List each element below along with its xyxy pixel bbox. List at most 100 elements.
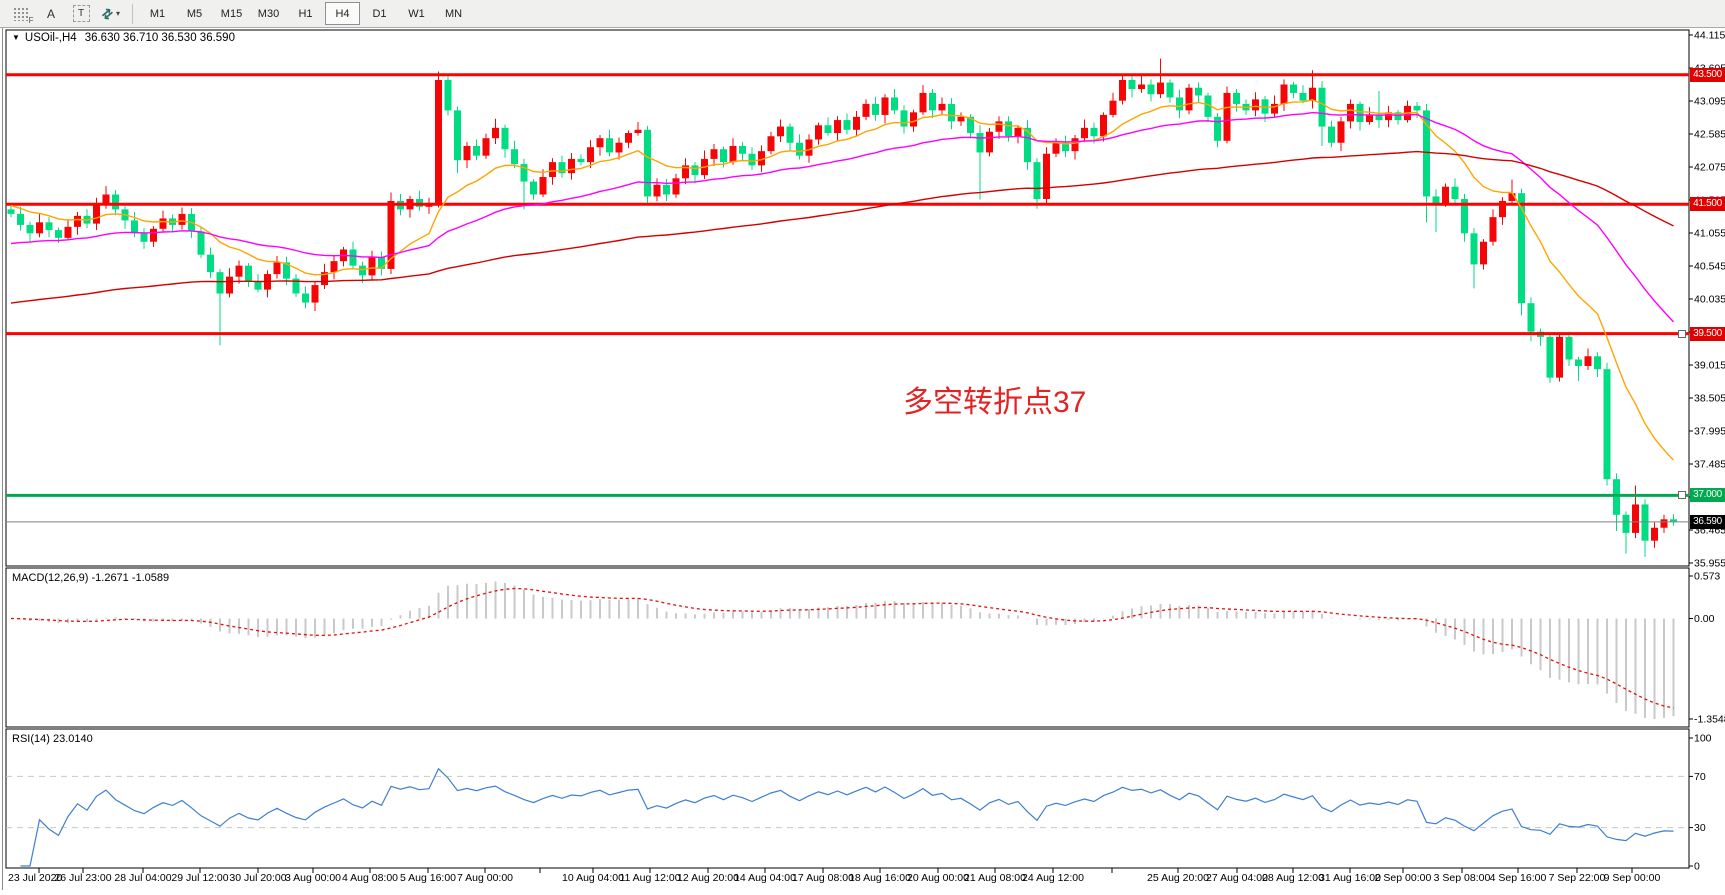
candle-body: [1375, 114, 1383, 121]
main-chart-panel[interactable]: [5, 29, 1690, 567]
candle-body: [17, 213, 24, 225]
candle-body: [387, 200, 395, 269]
candle-body: [368, 257, 376, 276]
macd-histogram: [19, 581, 1675, 719]
candle-body: [672, 178, 680, 195]
candle-body: [558, 162, 566, 174]
price-tick-label: 42.585: [1694, 129, 1725, 141]
candle-body: [1195, 87, 1202, 96]
time-tick-label: 3 Aug 00:00: [285, 872, 341, 884]
candle-body: [900, 110, 908, 127]
time-tick-label: 17 Aug 08:00: [792, 872, 854, 884]
time-tick-label: 7 Sep 22:00: [1549, 872, 1606, 884]
chart-toolbar: F A T ⇄ ▾ M1 M5 M15 M30 H1 H4 D1 W1 MN: [0, 0, 1725, 28]
candle-body: [1176, 97, 1183, 111]
price-tick-label: 38.505: [1694, 393, 1725, 405]
timeframe-button-m15[interactable]: M15: [220, 7, 243, 20]
candle-body: [767, 136, 775, 152]
symbol-dropdown-icon[interactable]: ▼: [12, 33, 20, 42]
candle-body: [1641, 504, 1649, 541]
candle-body: [216, 272, 224, 294]
candle-body: [245, 265, 252, 282]
candle-body: [36, 222, 43, 234]
timeframe-button-w1[interactable]: W1: [408, 7, 425, 20]
candle-body: [1271, 103, 1278, 114]
level-line-handle-37.000[interactable]: [1678, 491, 1686, 499]
cycle-arrows-button[interactable]: ⇄ ▾: [98, 3, 124, 25]
candle-body: [1024, 127, 1031, 163]
candle-body: [1423, 110, 1430, 197]
timeframe-button-m1[interactable]: M1: [149, 7, 166, 20]
chart-text-annotation[interactable]: 多空转折点37: [903, 386, 1087, 419]
candle-body: [682, 165, 689, 179]
timeframe-button-m5[interactable]: M5: [186, 7, 203, 20]
time-tick-label: 20 Aug 00:00: [907, 872, 969, 884]
time-tick-label: 7 Aug 00:00: [457, 872, 513, 884]
macd-panel[interactable]: [5, 567, 1690, 728]
text-label-button[interactable]: A: [38, 3, 64, 25]
candle-body: [1480, 241, 1487, 265]
candle-body: [796, 142, 803, 156]
price-tick-label: 40.545: [1694, 261, 1725, 273]
timeframe-button-h4[interactable]: H4: [325, 2, 360, 25]
timeframe-button-m30[interactable]: M30: [257, 7, 280, 20]
dotted-grid-f-button[interactable]: F: [8, 3, 34, 25]
timeframe-button-h1[interactable]: H1: [298, 7, 313, 20]
candle-body: [1014, 127, 1022, 137]
candle-body: [1005, 121, 1012, 137]
candle-body: [1252, 99, 1259, 111]
text-tool-button[interactable]: T: [68, 3, 94, 25]
candle-body: [140, 233, 148, 242]
candle-body: [207, 254, 214, 273]
candle-body: [976, 133, 984, 153]
macd-tick-label: 0.00: [1694, 613, 1715, 625]
candle-body: [805, 139, 813, 156]
level-line-handle-39.500[interactable]: [1678, 330, 1686, 338]
timeframe-button-mn[interactable]: MN: [444, 7, 463, 20]
candle-body: [226, 276, 233, 294]
candle-body: [539, 177, 547, 195]
candle-body: [1119, 79, 1126, 101]
timeframe-button-d1[interactable]: D1: [372, 7, 387, 20]
candle-body: [739, 145, 746, 154]
candle-body: [615, 142, 623, 153]
candle-body: [349, 249, 357, 266]
candle-body: [834, 120, 841, 134]
candle-body: [520, 164, 528, 182]
candle-body: [758, 151, 765, 166]
candle-body: [482, 138, 490, 156]
candle-body: [843, 120, 851, 130]
candle-body: [644, 129, 651, 197]
candle-body: [1451, 186, 1459, 200]
candle-body: [1622, 514, 1630, 533]
candle-body: [1299, 92, 1307, 101]
macd-axis[interactable]: 0.573 0.00 -1.3548: [1689, 571, 1725, 726]
rsi-axis[interactable]: 100 70 30 0: [1689, 733, 1712, 873]
time-tick-label: 4 Aug 08:00: [342, 872, 398, 884]
candle-body: [625, 133, 632, 143]
candle-body: [530, 181, 537, 195]
time-tick-label: 21 Aug 08:00: [964, 872, 1026, 884]
time-tick-label: 27 Aug 04:00: [1206, 872, 1268, 884]
candle-body: [93, 205, 100, 224]
candle-body: [948, 103, 955, 122]
candle-body: [995, 121, 1003, 132]
candle-body: [292, 278, 300, 294]
candle-body: [1413, 105, 1421, 111]
candle-body: [663, 184, 670, 195]
candle-body: [1670, 519, 1677, 522]
rsi-panel[interactable]: [5, 728, 1690, 869]
candle-body: [1318, 87, 1326, 127]
candle-body: [511, 149, 518, 165]
candle-body: [1461, 199, 1468, 234]
candle-body: [64, 226, 72, 238]
rsi-tick-label: 30: [1694, 822, 1706, 834]
time-tick-label: 4 Sep 16:00: [1490, 872, 1547, 884]
candle-body: [1081, 127, 1088, 139]
candle-body: [1043, 153, 1050, 200]
candle-body: [311, 285, 319, 303]
candle-body: [853, 116, 860, 130]
